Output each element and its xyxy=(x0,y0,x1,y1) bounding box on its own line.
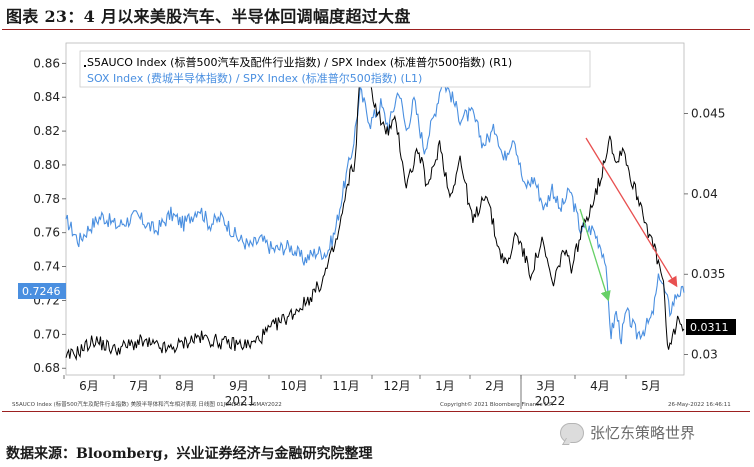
footer-divider xyxy=(2,411,750,412)
footer-copyright: Copyright© 2021 Bloomberg Finance L.P. xyxy=(440,401,554,408)
left-tick-label: 0.84 xyxy=(33,90,60,104)
left-tick-label: 0.78 xyxy=(33,192,60,206)
chart-title: 图表 23：4 月以来美股汽车、半导体回调幅度超过大盘 xyxy=(6,7,411,26)
watermark-text: 张忆东策略世界 xyxy=(590,424,696,442)
legend: S5AUCO Index (标普500汽车及配件行业指数) / SPX Inde… xyxy=(79,50,591,88)
x-tick-label: 6月 xyxy=(79,379,99,393)
chat-bubble-icon xyxy=(560,422,584,443)
left-tick-label: 0.68 xyxy=(33,361,60,375)
left-tick-label: 0.82 xyxy=(33,124,60,138)
left-tick-label: 0.76 xyxy=(33,226,60,240)
series-layer xyxy=(65,67,685,361)
year-label: 2022 xyxy=(535,394,566,408)
x-tick-label: 3月 xyxy=(536,379,556,393)
left-tick-label: 0.86 xyxy=(33,56,60,70)
x-tick-label: 2月 xyxy=(485,379,505,393)
legend-item-sox: SOX Index (费城半导体指数) / SPX Index (标准普尔500… xyxy=(87,71,422,85)
right-tick-label: 0.035 xyxy=(691,267,725,281)
chart: 0.860.840.820.800.780.760.740.720.700.68… xyxy=(12,42,736,409)
annotation-layer xyxy=(579,137,678,302)
left-tick-label: 0.80 xyxy=(33,158,60,172)
annotation-arrow-red xyxy=(585,137,678,288)
plot-frame xyxy=(65,42,685,376)
footer-timestamp: 26-May-2022 16:46:11 xyxy=(668,402,731,408)
x-tick-label: 1月 xyxy=(435,379,455,393)
x-tick-label: 11月 xyxy=(332,379,359,393)
x-tick-label: 5月 xyxy=(641,379,661,393)
last-value-sox: 0.7246 xyxy=(22,285,61,298)
last-value-s5auco: 0.0311 xyxy=(690,321,729,334)
x-tick-label: 10月 xyxy=(280,379,307,393)
left-tick-label: 0.74 xyxy=(33,260,60,274)
left-axis: 0.860.840.820.800.780.760.740.720.700.68 xyxy=(33,56,66,375)
annotation-arrow-green xyxy=(579,208,611,302)
x-tick-label: 4月 xyxy=(590,379,610,393)
last-value-tag-left: 0.7246 xyxy=(18,283,66,299)
source-note: 数据来源：Bloomberg，兴业证券经济与金融研究院整理 xyxy=(6,446,373,462)
x-tick-label: 8月 xyxy=(175,379,195,393)
title-divider xyxy=(2,29,750,30)
legend-item-s5auco: S5AUCO Index (标普500汽车及配件行业指数) / SPX Inde… xyxy=(87,55,512,69)
x-tick-label: 12月 xyxy=(383,379,410,393)
watermark: 张忆东策略世界 xyxy=(560,422,695,443)
x-tick-label: 9月 xyxy=(229,379,249,393)
x-axis: 6月 7月 8月 9月 10月 11月 12月 1月 2月 3月 4月 5月 2021 2022 xyxy=(63,375,661,409)
series-line-s5auco xyxy=(65,67,685,361)
last-value-tag-right: 0.0311 xyxy=(686,319,736,335)
right-tick-label: 0.04 xyxy=(691,187,718,201)
right-tick-label: 0.045 xyxy=(691,107,725,121)
left-tick-label: 0.70 xyxy=(33,327,60,341)
x-tick-label: 7月 xyxy=(129,379,149,393)
footer-left-note: S5AUCO Index (标普500汽车及配件行业指数) 美股半导体和汽车相对… xyxy=(12,400,282,408)
right-axis: 0.045 0.04 0.035 0.03 xyxy=(684,107,725,362)
year-label: 2021 xyxy=(225,394,256,408)
right-tick-label: 0.03 xyxy=(691,348,718,362)
